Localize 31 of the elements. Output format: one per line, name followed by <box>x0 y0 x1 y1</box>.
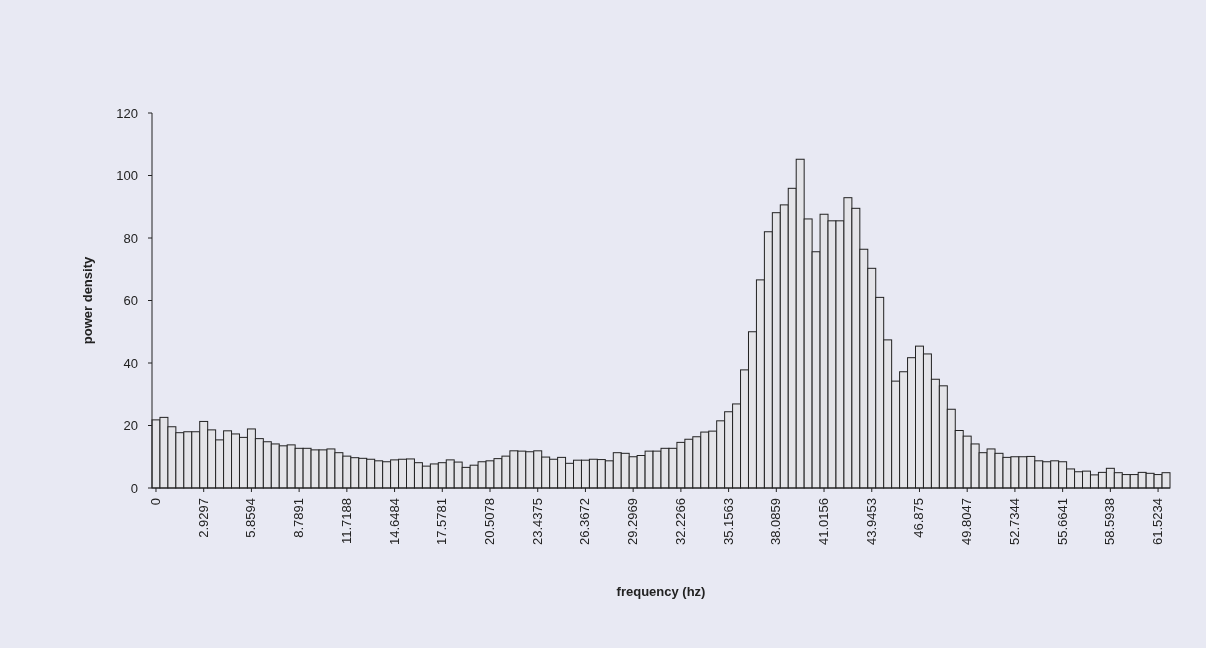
x-tick-label: 43.9453 <box>863 498 879 545</box>
x-tick-label: 46.875 <box>911 498 927 538</box>
y-tick-label: 80 <box>123 230 138 246</box>
y-tick-label: 60 <box>123 293 138 309</box>
x-tick-label: 17.5781 <box>434 498 450 545</box>
x-tick-label: 23.4375 <box>529 498 545 545</box>
x-tick-label: 29.2969 <box>625 498 641 545</box>
x-tick-label: 11.7188 <box>338 498 354 545</box>
x-tick-label: 5.8594 <box>243 498 259 538</box>
x-tick-label: 38.0859 <box>768 498 784 545</box>
x-tick-label: 14.6484 <box>386 498 402 545</box>
x-tick-label: 8.7891 <box>291 498 307 538</box>
x-tick-label: 0 <box>147 498 163 506</box>
x-tick-label: 41.0156 <box>816 498 832 545</box>
x-tick-label: 55.6641 <box>1054 498 1070 545</box>
x-tick-label: 49.8047 <box>959 498 975 545</box>
y-tick-label: 40 <box>123 355 138 371</box>
x-tick-label: 32.2266 <box>672 498 688 545</box>
x-tick-label: 52.7344 <box>1006 498 1022 545</box>
x-tick-label: 58.5938 <box>1102 498 1118 545</box>
x-tick-label: 26.3672 <box>577 498 593 545</box>
x-axis-title: frequency (hz) <box>616 584 706 599</box>
y-tick-label: 20 <box>123 418 138 434</box>
y-tick-label: 120 <box>116 105 138 121</box>
y-axis-title: power density <box>80 256 95 345</box>
x-tick-label: 20.5078 <box>482 498 498 545</box>
x-tick-label: 61.5234 <box>1150 498 1166 545</box>
x-tick-label: 2.9297 <box>195 498 211 538</box>
y-tick-label: 0 <box>130 480 138 496</box>
y-tick-label: 100 <box>116 168 138 184</box>
x-tick-label: 35.1563 <box>720 498 736 545</box>
